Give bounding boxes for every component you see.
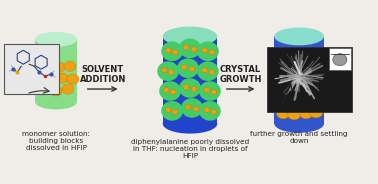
Ellipse shape (287, 108, 301, 120)
Ellipse shape (165, 107, 171, 112)
Ellipse shape (202, 48, 208, 53)
Ellipse shape (181, 98, 203, 118)
Ellipse shape (199, 81, 221, 101)
Ellipse shape (177, 58, 199, 78)
Ellipse shape (301, 85, 315, 97)
Ellipse shape (185, 104, 191, 109)
Ellipse shape (197, 41, 219, 61)
Ellipse shape (204, 87, 210, 93)
Ellipse shape (211, 109, 217, 114)
Ellipse shape (197, 61, 219, 81)
Ellipse shape (191, 86, 197, 92)
Ellipse shape (161, 68, 167, 73)
Ellipse shape (157, 61, 179, 81)
Ellipse shape (289, 86, 303, 98)
Ellipse shape (211, 89, 217, 95)
Ellipse shape (282, 74, 296, 86)
Ellipse shape (274, 115, 324, 133)
Ellipse shape (170, 89, 176, 95)
Ellipse shape (183, 45, 189, 50)
Text: SOLVENT
ADDITION: SOLVENT ADDITION (79, 65, 126, 84)
Ellipse shape (204, 107, 210, 112)
Ellipse shape (199, 101, 221, 121)
Ellipse shape (45, 74, 57, 84)
Text: diphenylalanine poorly dissolved
in THF: nucleation in droplets of
HFIP: diphenylalanine poorly dissolved in THF:… (131, 139, 249, 159)
Ellipse shape (53, 62, 65, 72)
Ellipse shape (40, 62, 52, 72)
Ellipse shape (64, 61, 76, 71)
Ellipse shape (172, 109, 178, 114)
FancyBboxPatch shape (329, 48, 351, 70)
Ellipse shape (161, 101, 183, 121)
Ellipse shape (50, 86, 62, 96)
Polygon shape (163, 36, 217, 124)
Ellipse shape (193, 106, 199, 111)
Ellipse shape (161, 41, 183, 61)
Ellipse shape (179, 38, 201, 58)
FancyBboxPatch shape (5, 44, 59, 94)
Ellipse shape (209, 50, 215, 55)
Ellipse shape (183, 84, 189, 90)
Ellipse shape (159, 81, 181, 101)
Ellipse shape (294, 74, 308, 86)
Ellipse shape (67, 74, 79, 84)
Ellipse shape (181, 65, 187, 70)
Ellipse shape (35, 32, 77, 47)
Ellipse shape (299, 107, 313, 119)
Text: CRYSTAL
GROWTH: CRYSTAL GROWTH (219, 65, 262, 84)
Ellipse shape (163, 27, 217, 46)
Ellipse shape (163, 114, 217, 134)
Ellipse shape (333, 54, 347, 66)
Polygon shape (35, 39, 77, 102)
Ellipse shape (202, 68, 208, 73)
Ellipse shape (209, 70, 215, 75)
Ellipse shape (285, 97, 299, 109)
Ellipse shape (38, 84, 50, 94)
Ellipse shape (308, 95, 322, 107)
FancyBboxPatch shape (267, 47, 352, 112)
Ellipse shape (165, 48, 171, 53)
Ellipse shape (189, 67, 195, 72)
Ellipse shape (62, 84, 74, 94)
Ellipse shape (179, 78, 201, 98)
Ellipse shape (35, 94, 77, 109)
Ellipse shape (309, 106, 323, 118)
Ellipse shape (56, 73, 68, 83)
Ellipse shape (191, 47, 197, 52)
Ellipse shape (274, 96, 288, 108)
Ellipse shape (172, 50, 178, 55)
Ellipse shape (168, 70, 174, 75)
Polygon shape (274, 36, 324, 124)
Ellipse shape (276, 107, 290, 119)
Text: further growth and settling
down: further growth and settling down (250, 131, 348, 144)
Ellipse shape (274, 27, 324, 45)
Ellipse shape (297, 96, 311, 108)
Ellipse shape (34, 73, 46, 83)
Ellipse shape (278, 85, 292, 97)
Text: monomer solution:
building blocks
dissolved in HFIP: monomer solution: building blocks dissol… (22, 131, 90, 151)
Ellipse shape (163, 87, 169, 93)
